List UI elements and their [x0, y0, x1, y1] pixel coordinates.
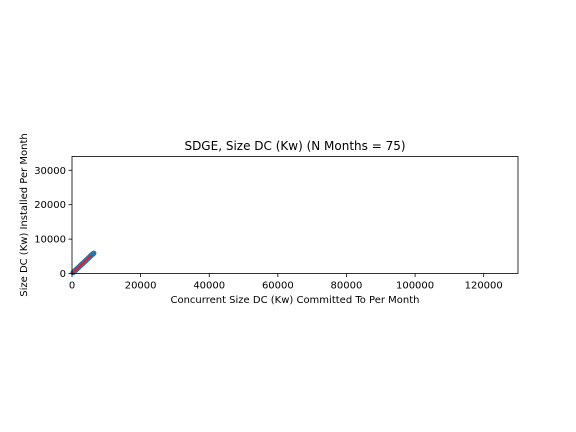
x-axis-ticks: 0 20000 40000 60000 80000 100000 120000 — [69, 273, 503, 292]
y-tick-label: 0 — [60, 269, 66, 280]
y-tick-label: 30000 — [34, 166, 66, 177]
fit-line — [71, 254, 93, 275]
x-tick-label: 0 — [69, 281, 75, 292]
chart-title: SDGE, Size DC (Kw) (N Months = 75) — [184, 139, 405, 153]
x-tick-label: 40000 — [193, 281, 225, 292]
plot-frame — [71, 156, 519, 274]
x-tick-label: 60000 — [262, 281, 294, 292]
y-tick-label: 20000 — [34, 200, 66, 211]
plot-area — [70, 250, 97, 276]
y-axis-ticks: 0 10000 20000 30000 — [34, 166, 72, 280]
x-tick-label: 20000 — [125, 281, 157, 292]
y-axis-label: Size DC (Kw) Installed Per Month — [19, 133, 30, 297]
x-tick-label: 80000 — [331, 281, 363, 292]
x-tick-label: 120000 — [465, 281, 503, 292]
x-axis-label: Concurrent Size DC (Kw) Committed To Per… — [170, 295, 419, 306]
scatter-point — [91, 250, 97, 256]
x-tick-label: 100000 — [396, 281, 434, 292]
y-tick-label: 10000 — [34, 235, 66, 246]
